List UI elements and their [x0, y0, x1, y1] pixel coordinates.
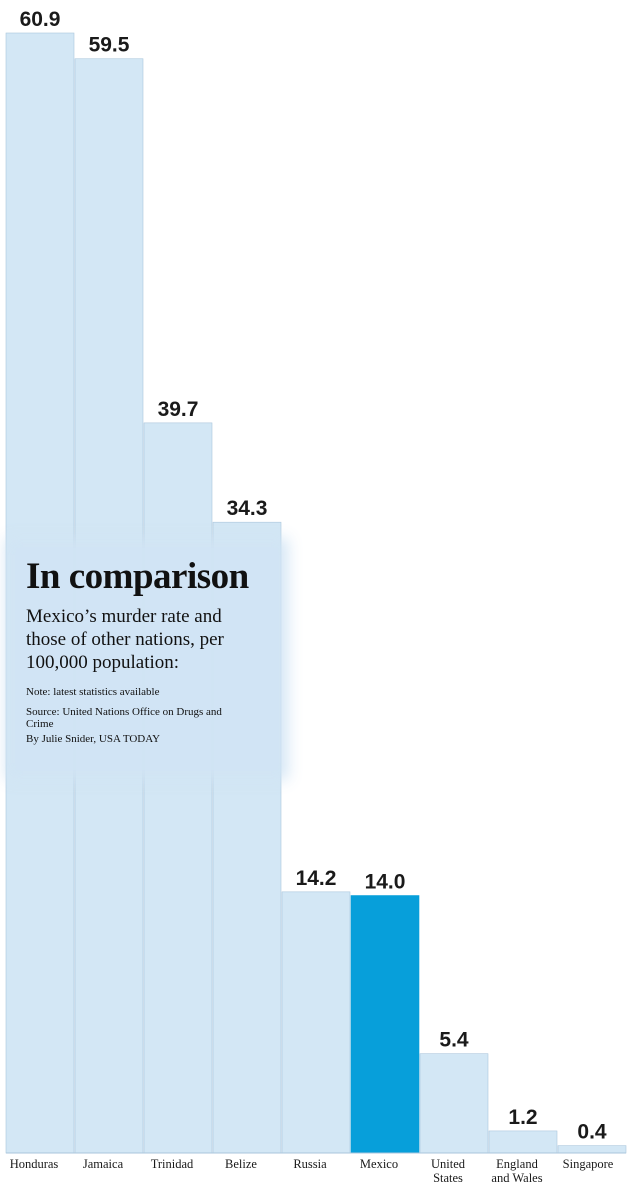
bar-singapore — [557, 1145, 627, 1154]
value-label-england-and-wales: 1.2 — [508, 1106, 537, 1129]
category-label-mexico: Mexico — [360, 1157, 398, 1171]
chart-subtitle: Mexico’s murder rate and those of other … — [26, 606, 224, 673]
chart-title: In comparison — [26, 556, 249, 597]
value-label-trinidad: 39.7 — [158, 398, 199, 421]
category-label-line: Russia — [293, 1157, 327, 1171]
category-label-belize: Belize — [225, 1157, 257, 1171]
category-label-line: and Wales — [491, 1171, 542, 1185]
value-label-russia: 14.2 — [296, 867, 337, 890]
bar-england-and-wales — [488, 1130, 558, 1154]
value-label-mexico: 14.0 — [365, 871, 406, 894]
value-label-singapore: 0.4 — [577, 1121, 607, 1144]
category-label-singapore: Singapore — [563, 1157, 614, 1171]
category-label-united-states: United States — [431, 1157, 466, 1185]
title-panel — [16, 548, 278, 770]
bar-united-states — [419, 1053, 489, 1154]
category-label-england-and-wales: England and Wales — [491, 1157, 542, 1185]
value-label-honduras: 60.9 — [20, 8, 61, 31]
chart-credit: By Julie Snider, USA TODAY — [26, 733, 161, 745]
category-label-line: Mexico — [360, 1157, 398, 1171]
category-label-line: Singapore — [563, 1157, 614, 1171]
category-label-line: States — [433, 1171, 463, 1185]
value-label-united-states: 5.4 — [439, 1029, 469, 1052]
category-label-russia: Russia — [293, 1157, 327, 1171]
category-label-line: Trinidad — [151, 1157, 194, 1171]
category-label-line: Jamaica — [83, 1157, 124, 1171]
value-label-jamaica: 59.5 — [89, 34, 130, 57]
category-label-honduras: Honduras — [10, 1157, 59, 1171]
category-label-line: England — [496, 1157, 538, 1171]
category-label-line: Belize — [225, 1157, 257, 1171]
value-label-belize: 34.3 — [227, 497, 268, 520]
category-label-line: Honduras — [10, 1157, 59, 1171]
bar-trinidad — [143, 422, 213, 1154]
category-label-jamaica: Jamaica — [83, 1157, 124, 1171]
category-label-trinidad: Trinidad — [151, 1157, 194, 1171]
bar-russia — [281, 891, 351, 1154]
chart-source: Source: United Nations Office on Drugs a… — [26, 706, 222, 730]
category-label-line: United — [431, 1157, 466, 1171]
chart-note: Note: latest statistics available — [26, 686, 160, 698]
bar-mexico — [350, 895, 420, 1154]
